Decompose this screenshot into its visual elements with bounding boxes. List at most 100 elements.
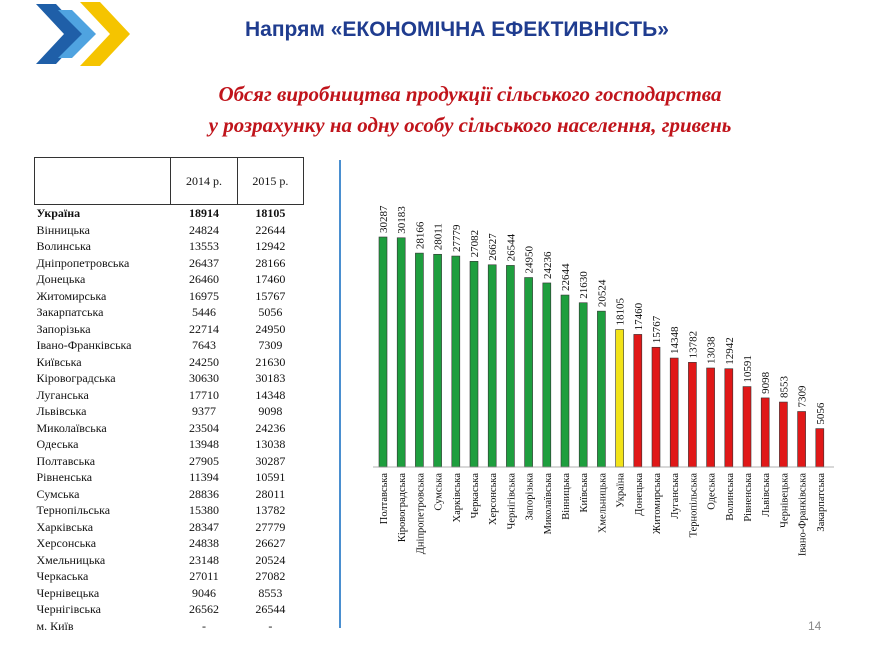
value-label: 13038 xyxy=(706,336,718,364)
table-row: Київська 24250 21630 xyxy=(35,354,304,371)
cell-value-2014: - xyxy=(201,618,206,633)
cell-value-2014: 13948 xyxy=(188,437,219,451)
table-row: Тернопільська 15380 13782 xyxy=(35,502,304,519)
cell-value-2014: 27905 xyxy=(188,453,219,468)
logo-chevron-yellow xyxy=(80,2,130,66)
cell-value-2015: 10591 xyxy=(255,470,286,484)
table-row: Донецька 26460 17460 xyxy=(35,271,304,288)
cell-value-2015: 17460 xyxy=(255,272,286,286)
value-label: 28166 xyxy=(414,221,426,249)
cell-region: Львівська xyxy=(36,404,87,418)
category-label: Львівська xyxy=(761,473,772,517)
table-row: Чернігівська 26562 26544 xyxy=(35,601,304,618)
bar xyxy=(651,346,661,468)
table-row: Житомирська 16975 15767 xyxy=(35,288,304,305)
cell-value-2015: 14348 xyxy=(255,387,286,402)
bar xyxy=(669,357,679,468)
cell-region: Харківська xyxy=(36,519,94,534)
bar xyxy=(688,362,697,468)
cell-value-2014: 11394 xyxy=(189,470,219,484)
cell-value-2014: 9377 xyxy=(191,404,216,418)
bar xyxy=(779,401,788,468)
cell-value-2014: 16975 xyxy=(188,288,219,303)
category-label: Харківська xyxy=(452,473,463,523)
cell-region: Чернігівська xyxy=(36,602,102,616)
logo-chevron-light xyxy=(58,10,96,58)
cell-region: Черкаська xyxy=(36,569,89,583)
bar xyxy=(742,386,752,468)
cell-value-2015: 15767 xyxy=(255,288,286,303)
category-label: Чернігівська xyxy=(506,473,517,530)
cell-value-2015: 22644 xyxy=(255,222,286,237)
cell-region: Івано-Франківська xyxy=(36,338,132,352)
table-row: Миколаївська 23504 24236 xyxy=(35,420,304,437)
value-label: 24236 xyxy=(542,251,554,279)
cell-value-2015: 27082 xyxy=(255,569,286,583)
cell-value-2015: 30287 xyxy=(255,453,286,468)
category-label: Дніпропетровська xyxy=(415,473,426,555)
cell-value-2014: 24838 xyxy=(188,536,219,550)
value-label: 12942 xyxy=(724,337,736,365)
bar xyxy=(633,334,643,468)
cell-value-2014: 7643 xyxy=(191,338,216,352)
cell-value-2015: - xyxy=(268,618,273,633)
bar xyxy=(724,368,734,468)
logo-chevron-dark xyxy=(36,4,84,64)
cell-value-2014: 15380 xyxy=(188,503,219,517)
category-label: Вінницька xyxy=(561,473,572,520)
value-label: 13782 xyxy=(687,331,699,359)
category-label: Житомирська xyxy=(652,473,663,534)
table-row: Чернівецька 9046 8553 xyxy=(35,585,304,602)
bar xyxy=(469,261,479,468)
cell-value-2014: 23148 xyxy=(188,552,219,567)
cell-value-2014: 26460 xyxy=(188,272,219,286)
table-row: Полтавська 27905 30287 xyxy=(35,453,304,470)
region-data-table: 2014 р. 2015 р. Україна 18914 18105 Вінниць… xyxy=(33,157,305,634)
cell-region: Сумська xyxy=(36,486,80,501)
table-row: Кіровоградська 30630 30183 xyxy=(35,370,304,387)
cell-value-2015: 8553 xyxy=(258,585,283,600)
category-label: Волинська xyxy=(725,473,736,521)
bar xyxy=(433,253,442,468)
value-label: 7309 xyxy=(797,385,809,408)
table-header-2015: 2015 р. xyxy=(236,157,305,205)
cell-value-2014: 28836 xyxy=(188,486,219,501)
cell-value-2015: 28166 xyxy=(255,255,286,270)
value-label: 27082 xyxy=(469,230,481,258)
cell-value-2015: 21630 xyxy=(255,354,286,369)
divider-line xyxy=(339,160,341,628)
cell-value-2014: 5446 xyxy=(191,305,216,319)
value-label: 26627 xyxy=(487,233,499,261)
cell-region: Хмельницька xyxy=(36,552,106,567)
category-label: Кіровоградська xyxy=(397,473,408,543)
value-label: 8553 xyxy=(778,376,790,399)
cell-region: Вінницька xyxy=(36,222,90,237)
cell-region: Луганська xyxy=(36,387,89,402)
data-table-container: 2014 р. 2015 р. Україна 18914 18105 Вінниць… xyxy=(33,157,305,634)
category-label: Полтавська xyxy=(379,473,390,525)
table-row: Запорізька 22714 24950 xyxy=(35,321,304,338)
cell-value-2014: 9046 xyxy=(191,585,216,600)
cell-region: м. Київ xyxy=(36,618,74,633)
cell-value-2014: 24250 xyxy=(188,354,219,369)
chart-subtitle-line-1: Обсяг виробництва продукції сільського г… xyxy=(218,82,722,106)
category-label: Київська xyxy=(579,473,590,513)
page-number: 14 xyxy=(808,619,822,633)
category-label: Хмельницька xyxy=(597,473,608,534)
table-header-row: 2014 р. 2015 р. xyxy=(33,157,305,205)
category-label: Херсонська xyxy=(488,473,499,525)
category-label: Запорізька xyxy=(525,473,536,521)
table-row: Україна 18914 18105 xyxy=(35,205,304,222)
cell-value-2014: 13553 xyxy=(188,239,219,253)
cell-value-2015: 24236 xyxy=(255,420,286,435)
value-label: 27779 xyxy=(451,224,463,252)
table-row: Херсонська 24838 26627 xyxy=(35,535,304,552)
cell-value-2014: 28347 xyxy=(188,519,219,534)
table-row: Івано-Франківська 7643 7309 xyxy=(35,337,304,354)
bar xyxy=(396,237,406,468)
cell-region: Дніпропетровська xyxy=(36,255,130,270)
table-row: Волинська 13553 12942 xyxy=(35,238,304,255)
cell-region: Запорізька xyxy=(36,321,91,336)
cell-value-2014: 26437 xyxy=(188,255,219,270)
bar xyxy=(451,255,461,468)
